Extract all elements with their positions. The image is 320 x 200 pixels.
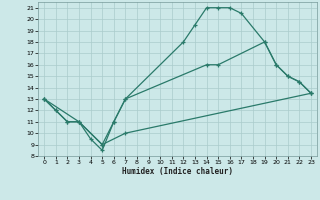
X-axis label: Humidex (Indice chaleur): Humidex (Indice chaleur) xyxy=(122,167,233,176)
